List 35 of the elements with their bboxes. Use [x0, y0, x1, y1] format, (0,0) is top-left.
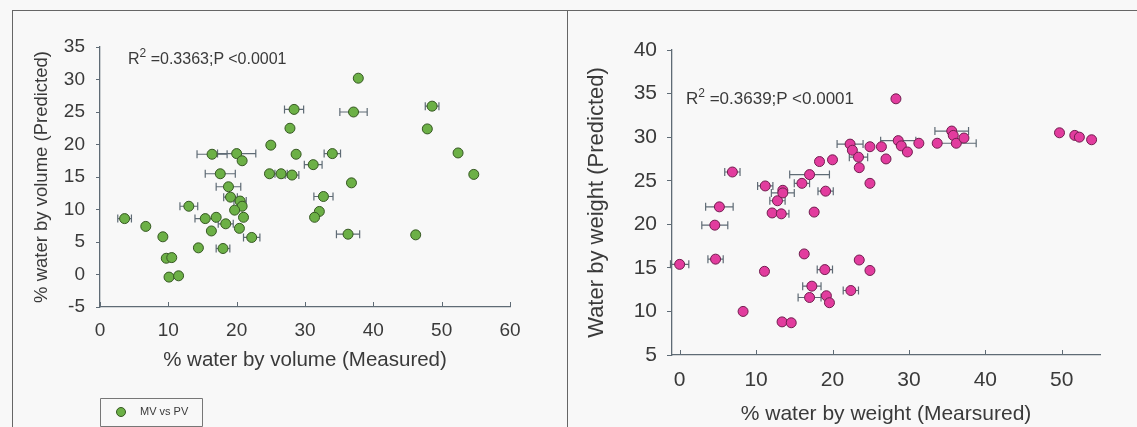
y-tick-label: 35: [63, 35, 85, 57]
y-tick-label: -5: [68, 295, 85, 317]
y-tick-label: 0: [74, 262, 85, 284]
x-tick-label: 40: [973, 367, 998, 391]
y-tick-label: 15: [633, 254, 657, 278]
x-axis-title: % water by weight (Mearsured): [740, 401, 1032, 425]
y-tick-label: 25: [63, 100, 85, 122]
legend-label: MV vs PV: [140, 405, 189, 418]
x-axis-title: % water by volume (Measured): [163, 347, 447, 371]
y-tick-label: 10: [63, 197, 85, 219]
y-tick-label: 35: [633, 80, 657, 104]
y-tick-label: 40: [633, 36, 657, 60]
x-tick-label: 40: [362, 318, 384, 340]
y-tick-label: 25: [633, 167, 657, 191]
y-tick-label: 5: [74, 230, 85, 252]
x-tick-label: 30: [897, 367, 921, 391]
x-tick-label: 0: [673, 367, 686, 391]
x-tick-label: 50: [431, 318, 453, 340]
y-tick-label: 5: [645, 341, 657, 365]
x-tick-label: 10: [157, 318, 179, 340]
x-tick-label: 10: [744, 367, 768, 391]
y-tick-label: 30: [63, 67, 85, 89]
y-tick-label: 20: [63, 132, 85, 154]
x-tick-label: 50: [1050, 367, 1074, 391]
y-tick-label: 10: [633, 298, 657, 322]
y-tick-label: 15: [63, 165, 85, 187]
x-tick-label: 30: [294, 318, 316, 340]
x-tick-label: 20: [820, 367, 845, 391]
y-axis-title: Water by weight (Predicted): [583, 67, 609, 338]
x-tick-label: 60: [499, 318, 521, 340]
x-tick-label: 0: [94, 318, 106, 340]
x-tick-label: 20: [226, 318, 248, 340]
y-axis-title: % water by volume (Predicted): [30, 51, 52, 303]
y-tick-label: 20: [633, 211, 657, 235]
y-tick-label: 30: [633, 123, 657, 147]
